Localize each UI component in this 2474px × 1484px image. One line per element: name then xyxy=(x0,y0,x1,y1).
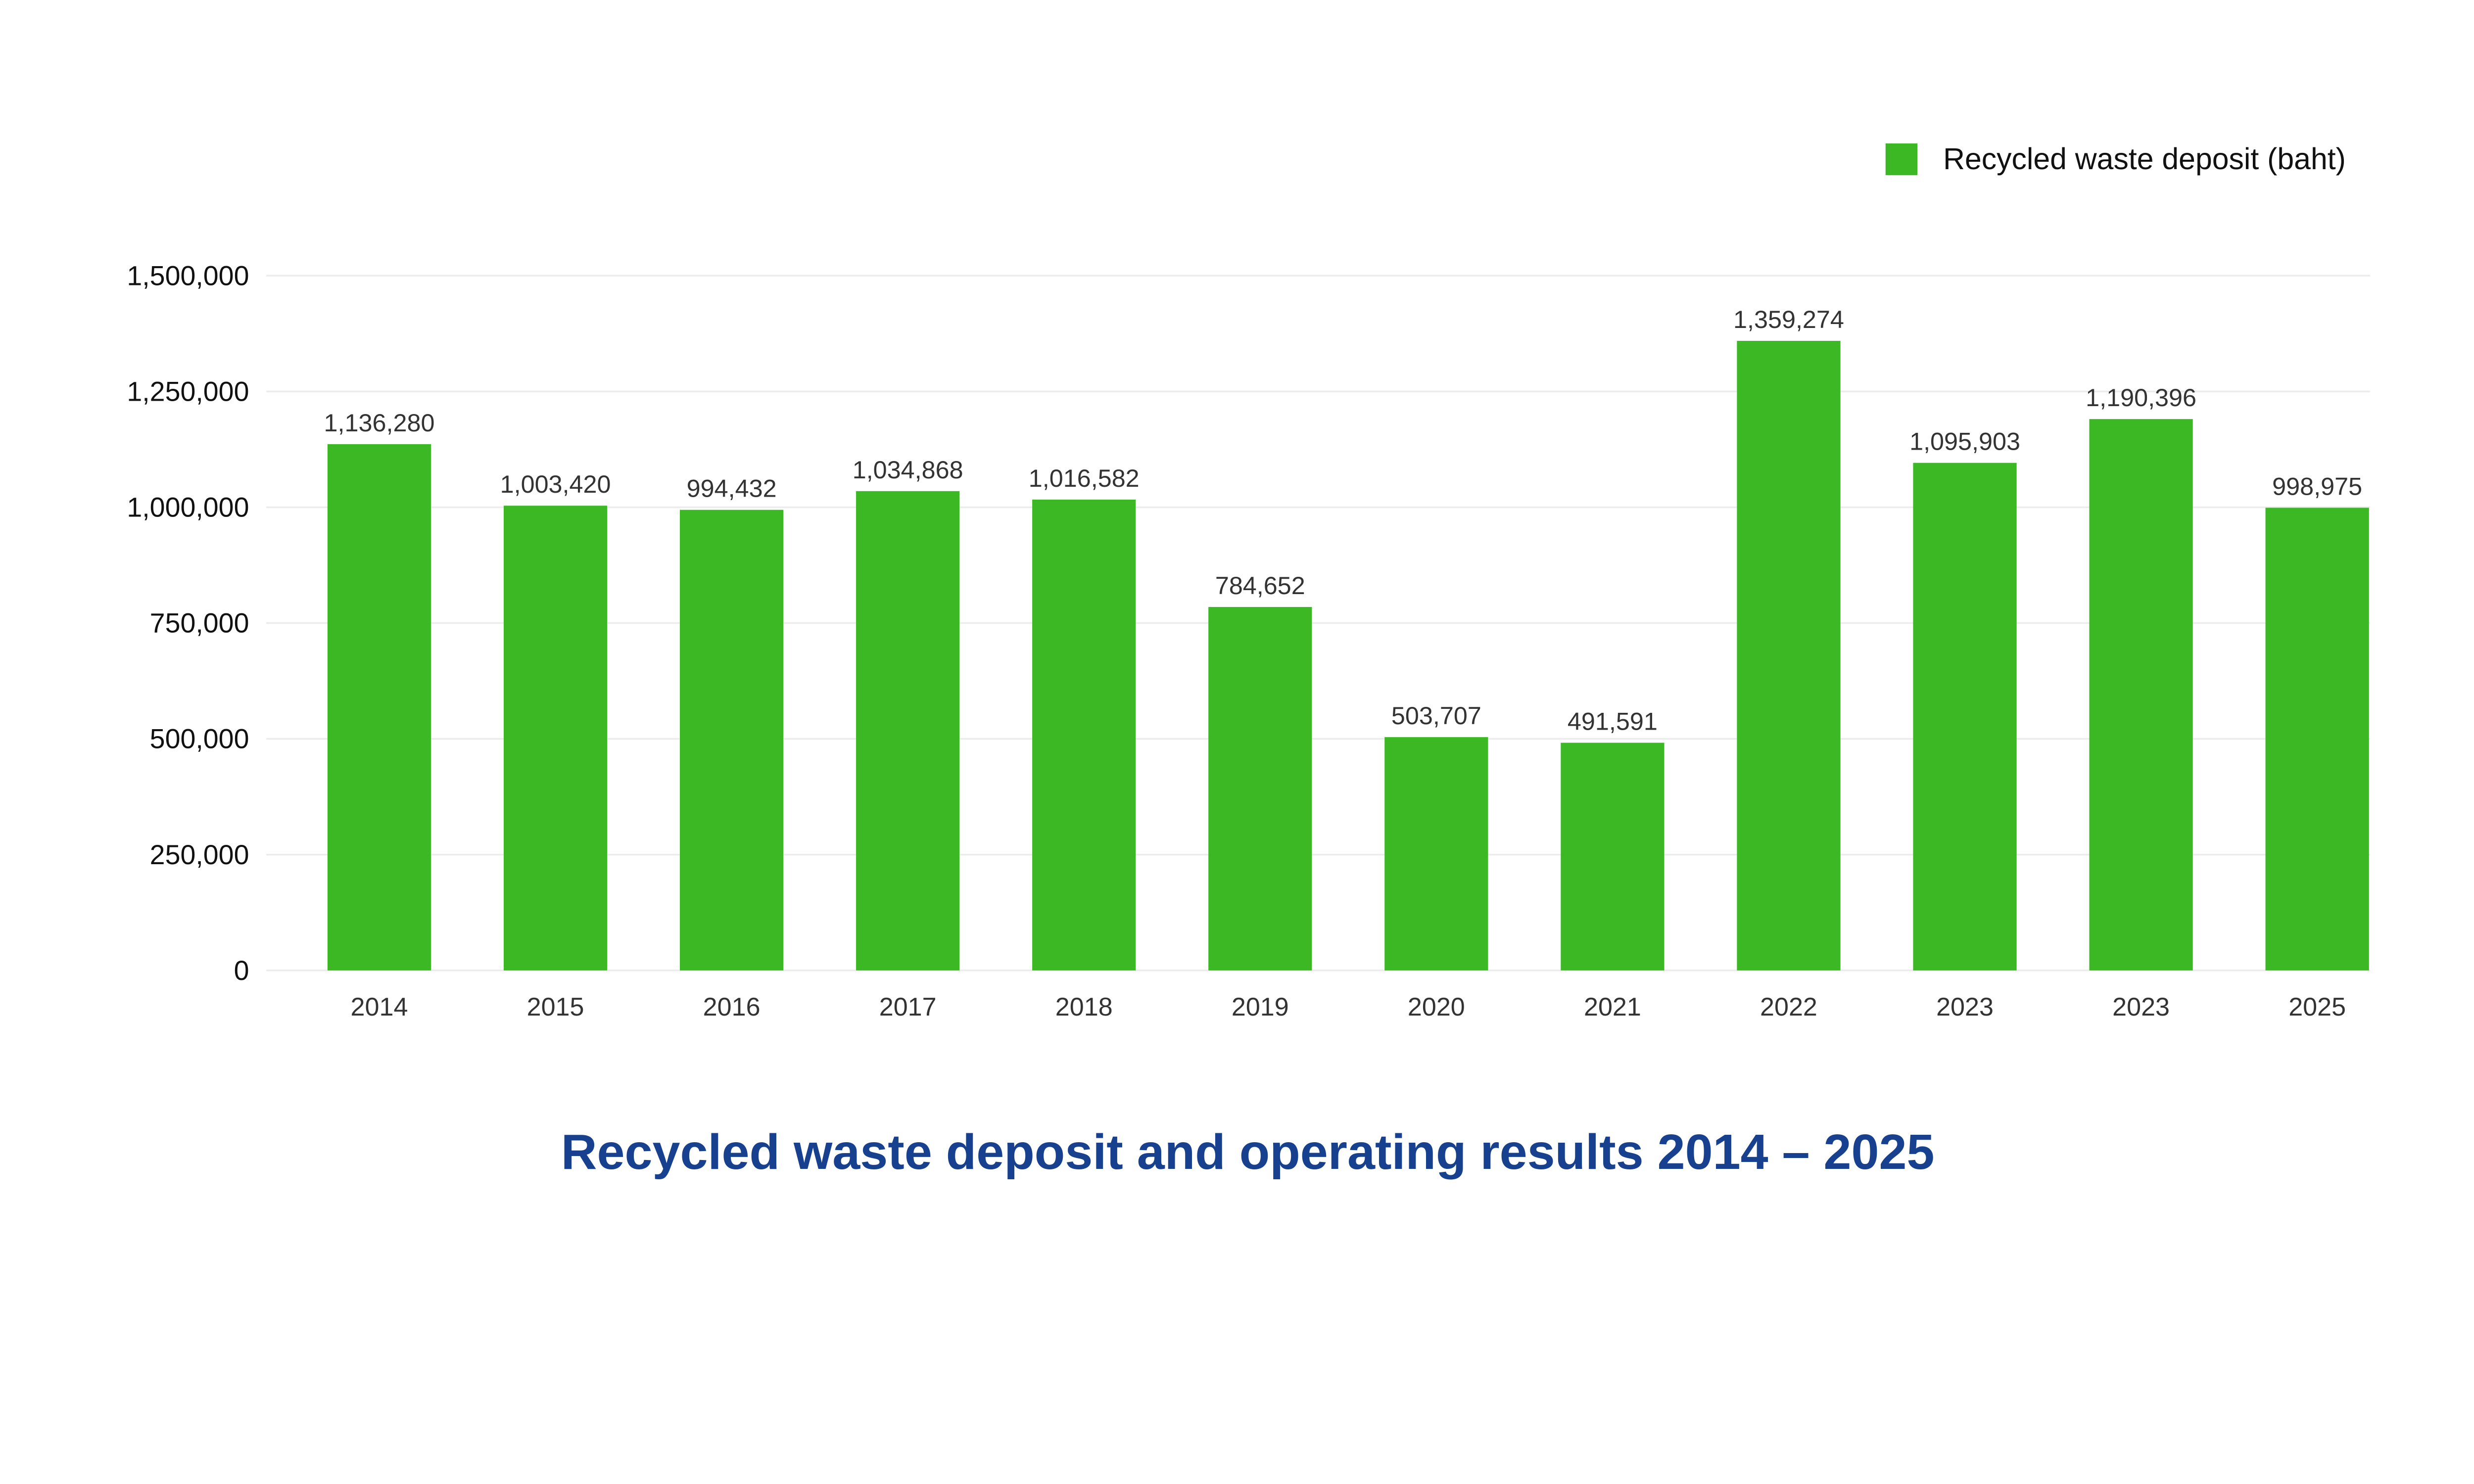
data-label: 1,003,420 xyxy=(500,470,611,498)
bar-2015 xyxy=(503,506,608,971)
x-tick-label: 2025 xyxy=(2288,993,2346,1021)
legend-label: Recycled waste deposit (baht) xyxy=(1943,142,2346,176)
x-tick-label: 2023 xyxy=(2112,993,2170,1021)
bar-2019 xyxy=(1208,607,1312,971)
x-tick-label: 2016 xyxy=(703,993,761,1021)
legend-swatch xyxy=(1885,143,1917,176)
y-axis-ticks: 0 250,000 500,000 750,000 1,000,000 1,250,000… xyxy=(127,260,249,986)
y-tick-label: 1,000,000 xyxy=(127,492,249,523)
bar-chart: 0 250,000 500,000 750,000 1,000,000 1,250,000… xyxy=(127,142,2370,1180)
data-label: 491,591 xyxy=(1568,707,1658,735)
bar-2021 xyxy=(1561,742,1665,971)
bar-2018 xyxy=(1032,499,1136,971)
bar-2014 xyxy=(327,444,431,971)
data-label: 1,359,274 xyxy=(1733,305,1844,333)
data-label: 1,136,280 xyxy=(324,409,435,437)
x-tick-label: 2017 xyxy=(879,993,937,1021)
x-tick-label: 2020 xyxy=(1408,993,1465,1021)
bar-2016 xyxy=(680,510,784,971)
y-tick-label: 750,000 xyxy=(150,608,249,639)
y-tick-label: 1,250,000 xyxy=(127,376,249,407)
bar-2020 xyxy=(1384,737,1488,971)
y-tick-label: 0 xyxy=(234,955,249,986)
gridlines xyxy=(266,275,2370,972)
x-tick-label: 2022 xyxy=(1760,993,1817,1021)
data-label: 998,975 xyxy=(2272,472,2362,500)
bars xyxy=(327,341,2369,971)
data-label: 503,707 xyxy=(1391,701,1481,730)
bar-2022 xyxy=(1737,341,1841,971)
data-labels: 1,136,280 1,003,420 994,432 1,034,868 1,016,… xyxy=(324,305,2363,735)
x-tick-label: 2018 xyxy=(1055,993,1113,1021)
bar-2023 xyxy=(1913,463,2017,971)
bar-2023 xyxy=(2089,419,2193,971)
data-label: 1,034,868 xyxy=(853,456,963,484)
x-tick-label: 2014 xyxy=(351,993,408,1021)
bar-2025 xyxy=(2265,508,2369,971)
chart-title: Recycled waste deposit and operating res… xyxy=(561,1124,1935,1180)
y-tick-label: 1,500,000 xyxy=(127,260,249,291)
data-label: 784,652 xyxy=(1215,571,1305,600)
data-label: 1,190,396 xyxy=(2086,383,2196,412)
x-tick-label: 2021 xyxy=(1584,993,1641,1021)
x-tick-label: 2023 xyxy=(1936,993,1994,1021)
y-tick-label: 250,000 xyxy=(150,839,249,870)
data-label: 1,016,582 xyxy=(1029,464,1140,492)
y-tick-label: 500,000 xyxy=(150,724,249,754)
bar-2017 xyxy=(856,491,960,971)
x-tick-label: 2019 xyxy=(1232,993,1289,1021)
x-tick-label: 2015 xyxy=(527,993,584,1021)
data-label: 1,095,903 xyxy=(1909,427,2020,456)
x-axis-ticks: 2014 2015 2016 2017 2018 2019 2020 2021 2022 2023… xyxy=(351,993,2346,1021)
data-label: 994,432 xyxy=(687,474,777,503)
legend: Recycled waste deposit (baht) xyxy=(1885,142,2346,176)
